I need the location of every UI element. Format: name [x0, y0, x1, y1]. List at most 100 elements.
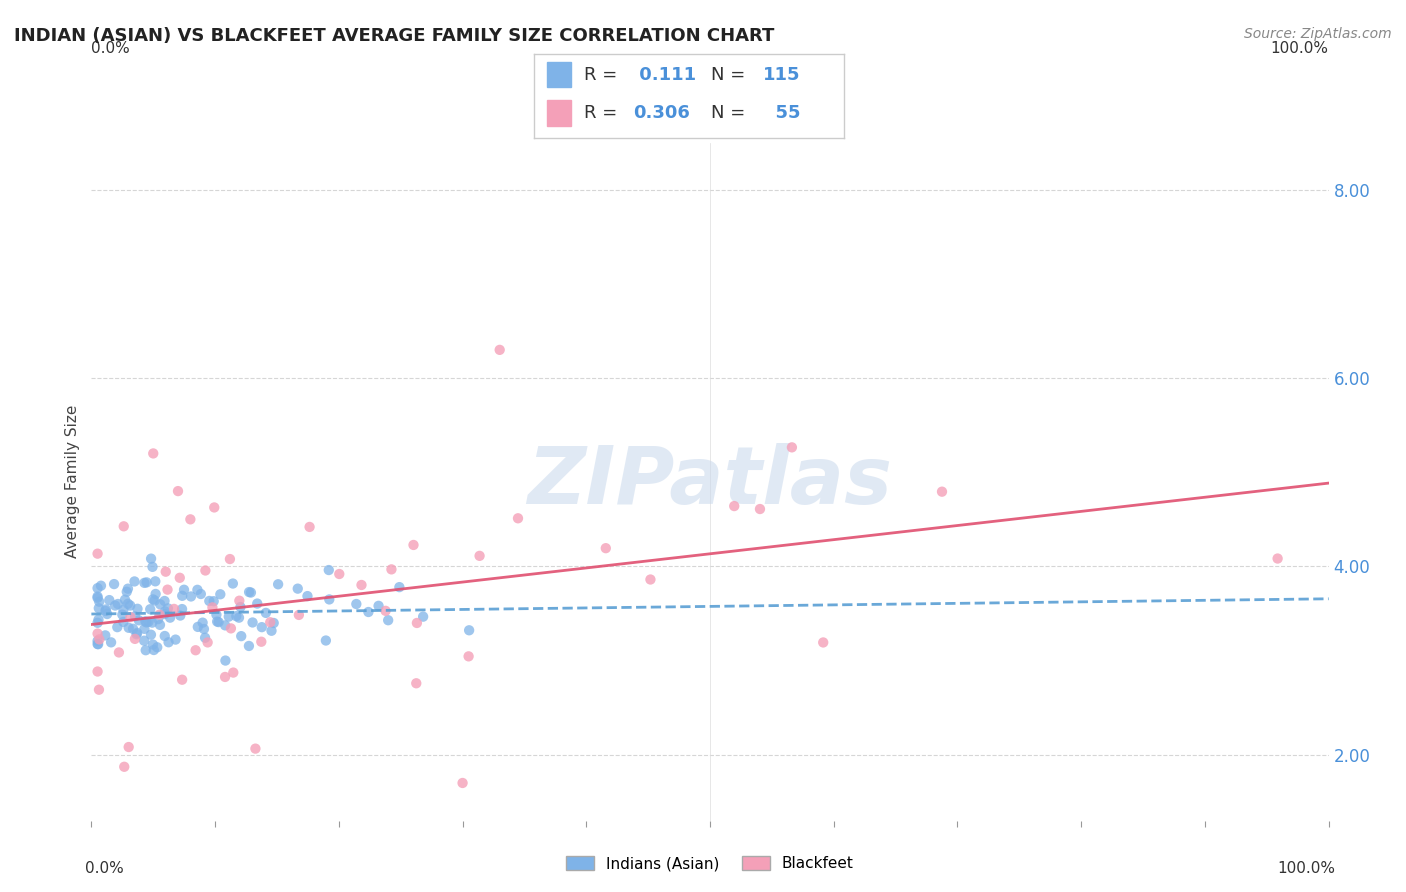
Point [254, 606, 277, 620]
Point [127, 626, 149, 640]
Point [205, 607, 228, 622]
Point [260, 624, 283, 638]
Point [287, 582, 309, 596]
Point [201, 600, 224, 615]
Point [202, 500, 225, 515]
Point [169, 571, 191, 585]
Point [104, 599, 127, 613]
Text: 115: 115 [763, 66, 800, 84]
Point [202, 594, 225, 608]
Y-axis label: Average Family Size: Average Family Size [65, 405, 80, 558]
Point [149, 598, 172, 612]
Point [142, 638, 165, 652]
Point [328, 567, 350, 582]
Text: 55: 55 [763, 103, 800, 122]
Point [86, 634, 108, 648]
Point [813, 635, 835, 649]
Point [117, 582, 139, 596]
Point [159, 610, 181, 624]
Point [197, 635, 219, 649]
Point [145, 587, 167, 601]
Point [86, 590, 108, 604]
Point [205, 615, 228, 629]
Point [219, 621, 242, 635]
Point [245, 741, 267, 756]
Point [105, 620, 128, 634]
Point [124, 609, 146, 624]
Point [239, 585, 262, 599]
Point [297, 589, 319, 603]
Point [780, 441, 803, 455]
Point [180, 590, 202, 604]
Point [377, 613, 399, 627]
Point [451, 776, 474, 790]
Point [86, 665, 108, 679]
Point [242, 615, 264, 630]
Point [228, 593, 250, 607]
Point [134, 622, 156, 636]
Point [263, 615, 285, 630]
Point [120, 610, 142, 624]
Point [190, 587, 212, 601]
Point [139, 602, 162, 616]
Point [238, 585, 260, 599]
Point [406, 615, 429, 630]
Point [107, 597, 129, 611]
Point [134, 615, 156, 629]
Point [218, 609, 240, 624]
Point [127, 602, 149, 616]
Point [209, 587, 232, 601]
Legend: Indians (Asian), Blackfeet: Indians (Asian), Blackfeet [560, 850, 860, 878]
Point [118, 621, 141, 635]
Point [318, 592, 340, 607]
Point [194, 631, 217, 645]
Point [207, 615, 229, 629]
Point [222, 576, 245, 591]
Point [723, 499, 745, 513]
Point [380, 562, 402, 576]
Point [288, 607, 311, 622]
Point [172, 673, 194, 687]
Point [134, 633, 156, 648]
Point [156, 601, 179, 615]
Point [87, 613, 110, 627]
Point [155, 565, 177, 579]
Point [87, 637, 110, 651]
Point [357, 605, 380, 619]
Point [179, 512, 201, 526]
Point [153, 604, 176, 618]
Point [412, 609, 434, 624]
Point [142, 643, 165, 657]
Point [86, 591, 108, 605]
Text: 0.0%: 0.0% [91, 41, 131, 56]
Point [148, 607, 170, 622]
Point [165, 632, 187, 647]
Text: 100.0%: 100.0% [1277, 862, 1334, 876]
Point [214, 670, 236, 684]
Point [115, 584, 138, 599]
Point [89, 595, 111, 609]
Point [267, 577, 290, 591]
Point [506, 511, 529, 525]
Point [250, 620, 273, 634]
Point [468, 549, 491, 563]
Point [246, 597, 269, 611]
Point [98, 593, 121, 607]
Point [298, 520, 321, 534]
Point [100, 635, 122, 649]
Point [163, 602, 186, 616]
Point [135, 575, 157, 590]
Point [228, 610, 250, 624]
Point [86, 615, 108, 630]
Point [318, 563, 340, 577]
Point [231, 629, 253, 643]
Point [124, 632, 146, 646]
Point [259, 615, 281, 630]
Point [488, 343, 510, 357]
Point [122, 622, 145, 636]
Point [157, 635, 180, 649]
Point [94, 602, 117, 616]
Point [184, 643, 207, 657]
Point [117, 597, 139, 611]
Text: Source: ZipAtlas.com: Source: ZipAtlas.com [1244, 27, 1392, 41]
